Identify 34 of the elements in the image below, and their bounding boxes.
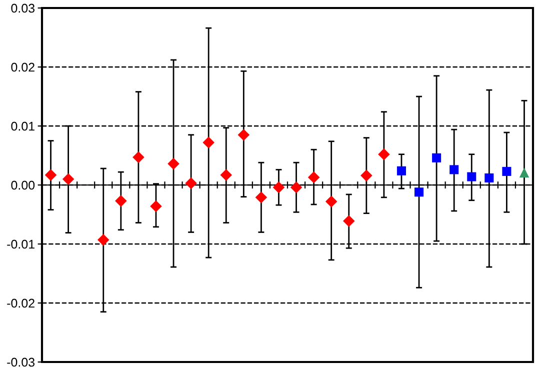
point [115, 195, 127, 207]
y-tick-label: -0.03 [7, 358, 35, 367]
y-tick-label: -0.02 [7, 298, 34, 308]
point [502, 166, 512, 176]
y-tick-label: 0.01 [11, 122, 34, 131]
point [132, 151, 144, 164]
point [308, 171, 320, 184]
point [378, 148, 390, 160]
point [519, 168, 530, 178]
point [342, 215, 355, 227]
point [484, 173, 494, 182]
point [44, 169, 57, 181]
point [414, 188, 424, 197]
point [290, 181, 302, 194]
point [467, 172, 476, 182]
point [255, 192, 268, 204]
point [325, 196, 338, 208]
point [396, 166, 406, 176]
y-tick-label: 0.00 [11, 180, 35, 190]
point [202, 136, 214, 148]
point [450, 165, 459, 174]
y-tick-label: 0.03 [11, 4, 35, 13]
point [185, 177, 197, 190]
point [150, 200, 162, 212]
point [432, 153, 442, 162]
point [272, 181, 285, 194]
point [97, 234, 110, 246]
point [360, 170, 372, 182]
point [238, 128, 250, 141]
point [62, 173, 74, 185]
y-tick-label: 0.02 [11, 62, 34, 72]
point [220, 169, 232, 181]
point [168, 158, 180, 170]
y-tick-label: -0.01 [7, 240, 34, 249]
